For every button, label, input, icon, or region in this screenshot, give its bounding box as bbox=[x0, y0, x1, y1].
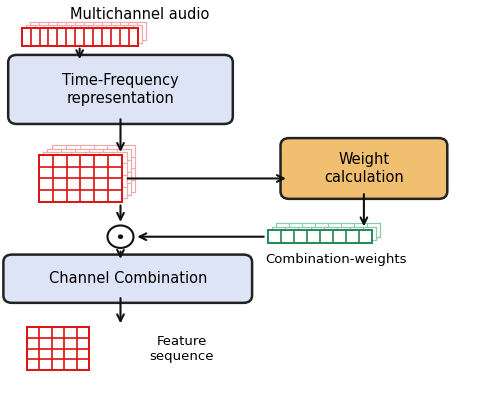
Bar bbox=[39, 155, 122, 202]
Bar bbox=[268, 230, 372, 243]
Bar bbox=[22, 28, 138, 46]
Text: Multichannel audio: Multichannel audio bbox=[70, 7, 210, 22]
Bar bbox=[30, 22, 147, 40]
Text: Combination-weights: Combination-weights bbox=[266, 253, 407, 266]
Bar bbox=[276, 223, 380, 237]
Text: Weight
calculation: Weight calculation bbox=[324, 152, 404, 185]
Bar bbox=[26, 25, 142, 43]
Circle shape bbox=[118, 234, 123, 239]
FancyBboxPatch shape bbox=[281, 138, 447, 199]
Text: Time-Frequency
representation: Time-Frequency representation bbox=[62, 73, 179, 106]
Bar bbox=[272, 227, 376, 240]
FancyBboxPatch shape bbox=[8, 55, 233, 124]
FancyBboxPatch shape bbox=[3, 255, 252, 303]
Circle shape bbox=[107, 225, 134, 248]
Text: Feature
sequence: Feature sequence bbox=[149, 335, 214, 364]
Text: Channel Combination: Channel Combination bbox=[49, 271, 207, 286]
Bar bbox=[27, 327, 89, 370]
Bar bbox=[43, 152, 127, 198]
Bar bbox=[52, 145, 135, 192]
Bar bbox=[47, 149, 131, 195]
